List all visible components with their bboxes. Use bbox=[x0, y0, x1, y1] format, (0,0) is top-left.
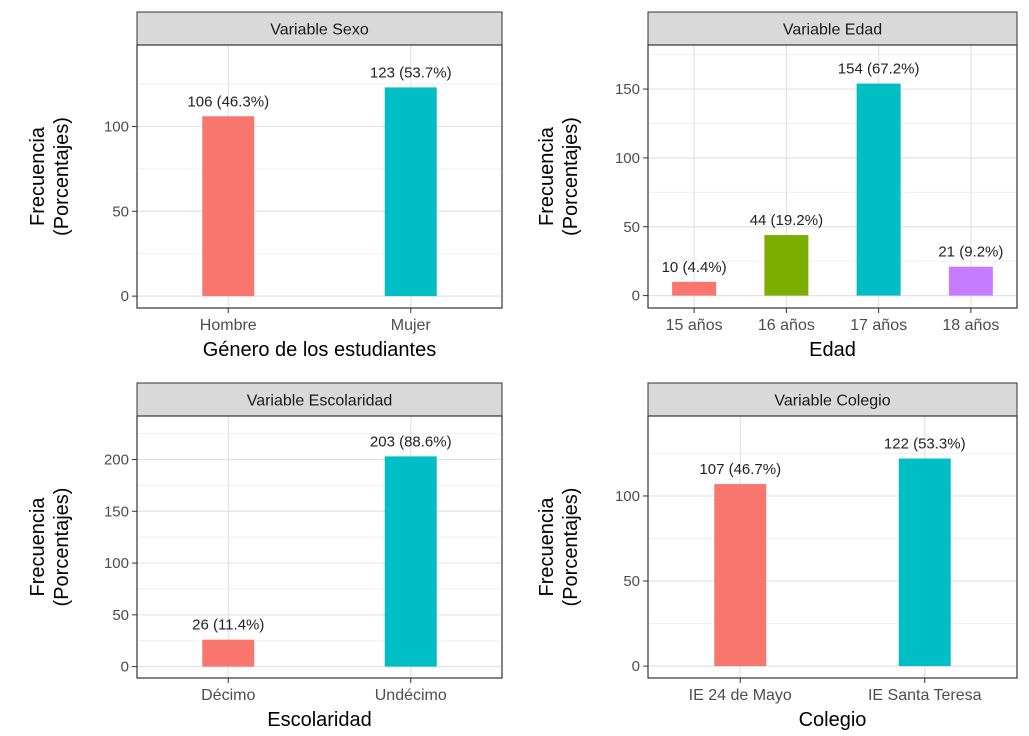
y-axis-title: Frecuencia (Porcentajes) bbox=[27, 488, 73, 607]
strip-background bbox=[647, 382, 1018, 417]
x-axis-title: Edad bbox=[809, 339, 856, 361]
strip-background bbox=[136, 382, 503, 417]
panel-border bbox=[136, 415, 503, 679]
strip-background bbox=[136, 11, 503, 46]
plot-background bbox=[137, 45, 502, 308]
bar-label: 107 (46.7%) bbox=[699, 461, 781, 478]
bar-ie-24-de-mayo bbox=[714, 484, 767, 667]
x-tick-label: 18 años bbox=[942, 317, 999, 334]
bar-label: 21 (9.2%) bbox=[938, 244, 1003, 261]
y-tick-label: 50 bbox=[112, 607, 129, 624]
y-axis-title-line: (Porcentajes) bbox=[51, 488, 73, 607]
panel-border bbox=[136, 44, 503, 309]
x-tick-label: Mujer bbox=[391, 317, 432, 334]
y-axis-title: Frecuencia (Porcentajes) bbox=[536, 117, 582, 236]
bar-label: 26 (11.4%) bbox=[192, 617, 264, 634]
y-axis-title-line: (Porcentajes) bbox=[560, 117, 582, 236]
strip-background bbox=[647, 11, 1018, 46]
bar-undécimo bbox=[384, 456, 437, 667]
y-axis-title-line: (Porcentajes) bbox=[51, 117, 73, 236]
strip-title: Variable Edad bbox=[783, 22, 882, 39]
y-tick-label: 100 bbox=[615, 488, 640, 505]
bar-hombre bbox=[202, 116, 255, 297]
y-tick-label: 200 bbox=[104, 451, 129, 468]
chart-panel-3: Variable Escolaridad 26 (11.4%) 203 (88.6%… bbox=[27, 382, 503, 731]
bar-label: 122 (53.3%) bbox=[884, 436, 966, 453]
bar-16-años bbox=[764, 235, 809, 296]
y-tick-label: 0 bbox=[632, 288, 640, 305]
panel-border bbox=[647, 44, 1018, 309]
y-tick-label: 100 bbox=[104, 555, 129, 572]
x-tick-label: 17 años bbox=[850, 317, 907, 334]
x-tick-label: 16 años bbox=[758, 317, 815, 334]
y-axis-title-line: Frecuencia bbox=[536, 126, 558, 226]
chart-panel-1: Variable Sexo 106 (46.3%) 123 (53.7%) 0 50 10… bbox=[27, 11, 503, 361]
bar-18-años bbox=[948, 266, 993, 296]
plot-background bbox=[648, 416, 1017, 678]
panel-border bbox=[647, 415, 1018, 679]
bar-label: 203 (88.6%) bbox=[370, 433, 452, 450]
bar-label: 44 (19.2%) bbox=[750, 212, 823, 229]
y-axis-title-line: Frecuencia bbox=[27, 126, 49, 226]
chart-panel-2: Variable Edad 10 (4.4%) 44 (19.2%) 154 (67.… bbox=[536, 11, 1018, 361]
bar-label: 154 (67.2%) bbox=[838, 61, 920, 78]
y-tick-label: 50 bbox=[112, 203, 129, 220]
x-tick-label: IE Santa Teresa bbox=[868, 687, 982, 704]
x-tick-label: IE 24 de Mayo bbox=[689, 687, 792, 704]
x-axis-title: Escolaridad bbox=[267, 709, 372, 731]
bar-décimo bbox=[202, 639, 255, 667]
x-tick-label: 15 años bbox=[666, 317, 723, 334]
chart-panel-4: Variable Colegio 107 (46.7%) 122 (53.3%) 0 5… bbox=[536, 382, 1018, 731]
bar-17-años bbox=[856, 83, 901, 296]
x-tick-label: Undécimo bbox=[375, 687, 447, 704]
x-tick-label: Hombre bbox=[200, 317, 257, 334]
y-axis-title-line: (Porcentajes) bbox=[560, 488, 582, 607]
y-axis-title-line: Frecuencia bbox=[27, 497, 49, 597]
y-axis-title: Frecuencia (Porcentajes) bbox=[536, 488, 582, 607]
y-tick-label: 0 bbox=[121, 659, 129, 676]
strip-title: Variable Sexo bbox=[270, 22, 369, 39]
y-tick-label: 150 bbox=[615, 81, 640, 98]
x-axis-title: Colegio bbox=[799, 709, 867, 731]
x-tick-label: Décimo bbox=[201, 687, 255, 704]
y-axis-title-line: Frecuencia bbox=[536, 497, 558, 597]
bar-label: 123 (53.7%) bbox=[370, 64, 452, 81]
y-tick-label: 150 bbox=[104, 503, 129, 520]
y-tick-label: 0 bbox=[121, 288, 129, 305]
bar-ie-santa-teresa bbox=[898, 458, 951, 667]
plot-background bbox=[137, 416, 502, 678]
x-axis-title: Género de los estudiantes bbox=[203, 339, 437, 361]
bar-15-años bbox=[672, 281, 717, 296]
y-tick-label: 100 bbox=[104, 118, 129, 135]
strip-title: Variable Escolaridad bbox=[247, 393, 393, 410]
y-tick-label: 50 bbox=[623, 219, 640, 236]
strip-title: Variable Colegio bbox=[774, 393, 890, 410]
bar-label: 106 (46.3%) bbox=[187, 93, 269, 110]
bar-label: 10 (4.4%) bbox=[662, 259, 727, 276]
bar-mujer bbox=[384, 87, 437, 297]
y-tick-label: 50 bbox=[623, 573, 640, 590]
y-tick-label: 0 bbox=[632, 658, 640, 675]
y-tick-label: 100 bbox=[615, 150, 640, 167]
y-axis-title: Frecuencia (Porcentajes) bbox=[27, 117, 73, 236]
